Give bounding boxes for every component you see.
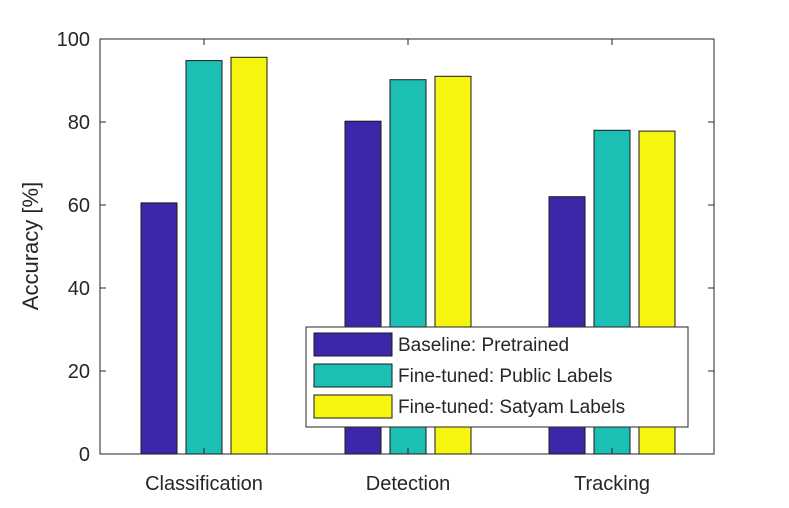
x-tick-label-detection: Detection xyxy=(366,473,451,495)
y-tick-label: 40 xyxy=(68,278,90,300)
legend-label-fine-tuned-satyam-labels: Fine-tuned: Satyam Labels xyxy=(398,397,625,418)
y-tick-label: 80 xyxy=(68,112,90,134)
y-tick-label: 100 xyxy=(57,29,90,51)
legend[interactable]: Baseline: Pretrained Fine-tuned: Public L… xyxy=(305,326,689,428)
x-ticks-group: Classification Detection Tracking xyxy=(145,39,650,495)
legend-label-baseline-pretrained: Baseline: Pretrained xyxy=(398,335,569,356)
legend-swatch-fine-tuned-satyam-labels xyxy=(313,394,393,419)
legend-label-fine-tuned-public-labels: Fine-tuned: Public Labels xyxy=(398,366,612,387)
y-axis-title: Accuracy [%] xyxy=(18,182,43,310)
bar-classification-fine-tuned-satyam-labels xyxy=(230,56,268,455)
y-tick-label: 0 xyxy=(79,444,90,466)
legend-swatch-fine-tuned-public-labels xyxy=(313,363,393,388)
bar-classification-fine-tuned-public-labels xyxy=(185,60,223,455)
legend-swatch-baseline-pretrained xyxy=(313,332,393,357)
x-tick-label-tracking: Tracking xyxy=(574,473,650,495)
bar-classification-baseline-pretrained xyxy=(140,202,178,455)
y-tick-label: 60 xyxy=(68,195,90,217)
y-tick-label: 20 xyxy=(68,361,90,383)
x-tick-label-classification: Classification xyxy=(145,473,263,495)
y-ticks-group: 0 20 40 60 80 100 xyxy=(57,29,714,466)
